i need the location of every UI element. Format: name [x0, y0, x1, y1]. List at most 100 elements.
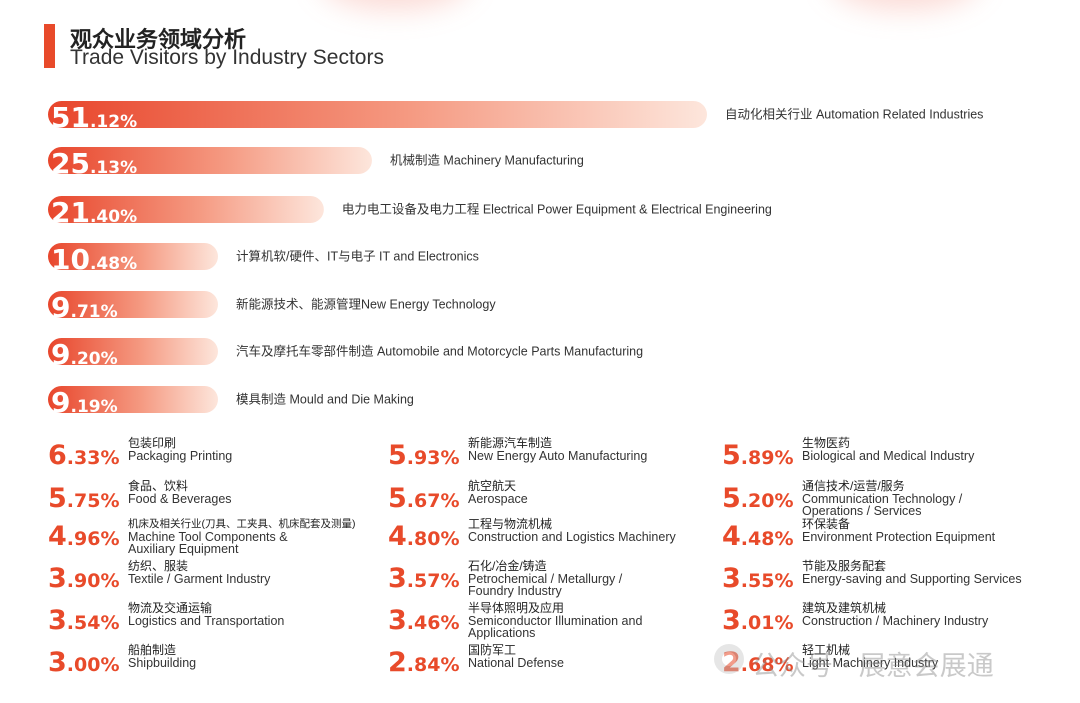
sector-percentage-dec: .90%: [66, 570, 120, 592]
sector-names: 机床及相关行业(刀具、工夹具、机床配套及测量) Machine Tool Comp…: [128, 518, 356, 556]
page-title-en: Trade Visitors by Industry Sectors: [70, 46, 384, 69]
sector-percentage: 2.84%: [388, 647, 460, 678]
sector-percentage: 6.33%: [48, 440, 120, 471]
bar-group: 10.48% 计算机软/硬件、IT与电子 IT and Electronics: [48, 243, 479, 276]
sector-percentage-int: 6: [48, 440, 67, 471]
bar-value-dec: .40%: [90, 207, 137, 227]
sector-percentage-int: 3: [388, 605, 407, 636]
sector-percentage-int: 5: [48, 483, 67, 514]
sector-percentage-dec: .93%: [406, 447, 460, 469]
sector-percentage-int: 5: [388, 440, 407, 471]
sector-name-en: Energy-saving and Supporting Services: [802, 571, 1022, 586]
sector-names: 生物医药 Biological and Medical Industry: [802, 437, 974, 462]
sector-name-en: Aerospace: [468, 491, 528, 506]
sector-percentage: 3.54%: [48, 605, 120, 636]
bar-value-dec: .20%: [70, 349, 117, 369]
decorative-blob: [830, 0, 980, 10]
sector-percentage-dec: .33%: [66, 447, 120, 469]
sector-names: 环保装备 Environment Protection Equipment: [802, 518, 995, 543]
bar-group: 9.71% 新能源技术、能源管理New Energy Technology: [48, 291, 496, 324]
sector-name-en: Logistics and Transportation: [128, 613, 285, 628]
sector-name-cn: 物流及交通运输: [128, 601, 213, 615]
sector-name-en: Textile / Garment Industry: [128, 571, 271, 586]
sector-percentage-dec: .55%: [740, 570, 794, 592]
sector-percentage-int: 3: [388, 563, 407, 594]
sector-percentage: 3.01%: [722, 605, 794, 636]
sector-percentage-dec: .00%: [66, 654, 120, 676]
sector-name-en: Machine Tool Components &: [128, 529, 288, 544]
sector-percentage-dec: .20%: [740, 490, 794, 512]
bar-category-label: 计算机软/硬件、IT与电子 IT and Electronics: [236, 249, 479, 264]
bar-value-label: 25.13%: [51, 147, 137, 180]
sector-percentage-int: 5: [722, 483, 741, 514]
sector-names: 物流及交通运输 Logistics and Transportation: [128, 602, 284, 627]
sector-names: 国防军工 National Defense: [468, 644, 564, 669]
sector-percentage: 3.00%: [48, 647, 120, 678]
sector-percentage-dec: .84%: [406, 654, 460, 676]
bar-value-dec: .13%: [90, 158, 137, 178]
sector-percentage-int: 3: [722, 563, 741, 594]
sector-name-en: New Energy Auto Manufacturing: [468, 448, 648, 463]
bar-value-dec: .71%: [70, 302, 117, 322]
bar-category-label: 汽车及摩托车零部件制造 Automobile and Motorcycle Pa…: [236, 344, 643, 359]
sector-names: 石化/冶金/铸造 Petrochemical / Metallurgy / Foun…: [468, 560, 622, 598]
sector-percentage-int: 2: [388, 647, 407, 678]
sector-name-en: Environment Protection Equipment: [802, 529, 996, 544]
sector-percentage-dec: .89%: [740, 447, 794, 469]
sector-names: 节能及服务配套 Energy-saving and Supporting Serv…: [802, 560, 1022, 585]
bar-chart: 51.12% 自动化相关行业 Automation Related Industr…: [48, 101, 984, 417]
decorative-blob: [320, 0, 470, 10]
bar-value-label: 21.40%: [51, 196, 137, 229]
title-accent-bar: [44, 24, 55, 68]
bar-category-label: 模具制造 Mould and Die Making: [236, 393, 414, 407]
sector-name-en: Light Machinery Industry: [802, 655, 939, 670]
sector-name-cn: 工程与物流机械: [468, 517, 553, 531]
sector-name-en: Food & Beverages: [128, 491, 232, 506]
bar-group: 9.20% 汽车及摩托车零部件制造 Automobile and Motorcyc…: [48, 338, 643, 371]
bar-value-int: 21: [51, 196, 90, 229]
sector-name-en: Operations / Services: [802, 504, 922, 518]
sector-name-en: Communication Technology /: [802, 491, 963, 506]
sector-name-cn: 食品、饮料: [128, 479, 189, 493]
sector-name-cn: 纺织、服装: [128, 559, 189, 573]
sector-name-cn: 国防军工: [468, 643, 517, 657]
sector-name-cn: 环保装备: [802, 517, 851, 531]
bar: [48, 386, 218, 413]
bar-category-label: 新能源技术、能源管理New Energy Technology: [236, 297, 496, 312]
sector-percentage-int: 2: [722, 647, 741, 678]
sector-percentage: 5.89%: [722, 440, 794, 471]
bar-group: 21.40% 电力电工设备及电力工程 Electrical Power Equip…: [48, 196, 772, 229]
sector-percentage: 5.67%: [388, 483, 460, 514]
sector-name-cn: 石化/冶金/铸造: [468, 559, 547, 573]
sector-percentage: 3.90%: [48, 563, 120, 594]
bar-category-label: 机械制造 Machinery Manufacturing: [390, 153, 584, 168]
sector-percentage: 3.55%: [722, 563, 794, 594]
bar-value-dec: .12%: [90, 112, 137, 132]
sector-name-en: Auxiliary Equipment: [128, 542, 239, 556]
sector-percentage: 2.68%: [722, 647, 794, 678]
sector-name-cn: 通信技术/运营/服务: [802, 479, 905, 493]
sector-names: 半导体照明及应用 Semiconductor Illumination and Ap…: [468, 602, 642, 640]
bar-value-int: 25: [51, 147, 90, 180]
sector-names: 纺织、服装 Textile / Garment Industry: [128, 560, 270, 585]
sector-name-cn: 新能源汽车制造: [468, 436, 553, 450]
sector-name-cn: 半导体照明及应用: [468, 601, 565, 615]
sector-name-en: Construction / Machinery Industry: [802, 613, 989, 628]
sector-names: 新能源汽车制造 New Energy Auto Manufacturing: [468, 437, 647, 462]
sector-name-en: Petrochemical / Metallurgy /: [468, 571, 623, 586]
bar-value-int: 51: [51, 101, 90, 134]
sector-name-en: Applications: [468, 626, 536, 640]
sector-percentage: 4.96%: [48, 521, 120, 552]
sector-name-cn: 轻工机械: [802, 643, 851, 657]
sector-percentage: 5.75%: [48, 483, 120, 514]
sector-name-en: Construction and Logistics Machinery: [468, 529, 676, 544]
bar-value-dec: .19%: [70, 397, 117, 417]
wechat-icon: [714, 644, 744, 674]
sector-percentage-int: 5: [722, 440, 741, 471]
bar: [48, 196, 324, 223]
bar-category-label: 自动化相关行业 Automation Related Industries: [725, 108, 983, 122]
sector-names: 轻工机械 Light Machinery Industry: [802, 644, 938, 669]
bar-value-int: 9: [51, 338, 70, 371]
sector-name-en: National Defense: [468, 655, 564, 670]
sector-percentage-int: 3: [48, 605, 67, 636]
